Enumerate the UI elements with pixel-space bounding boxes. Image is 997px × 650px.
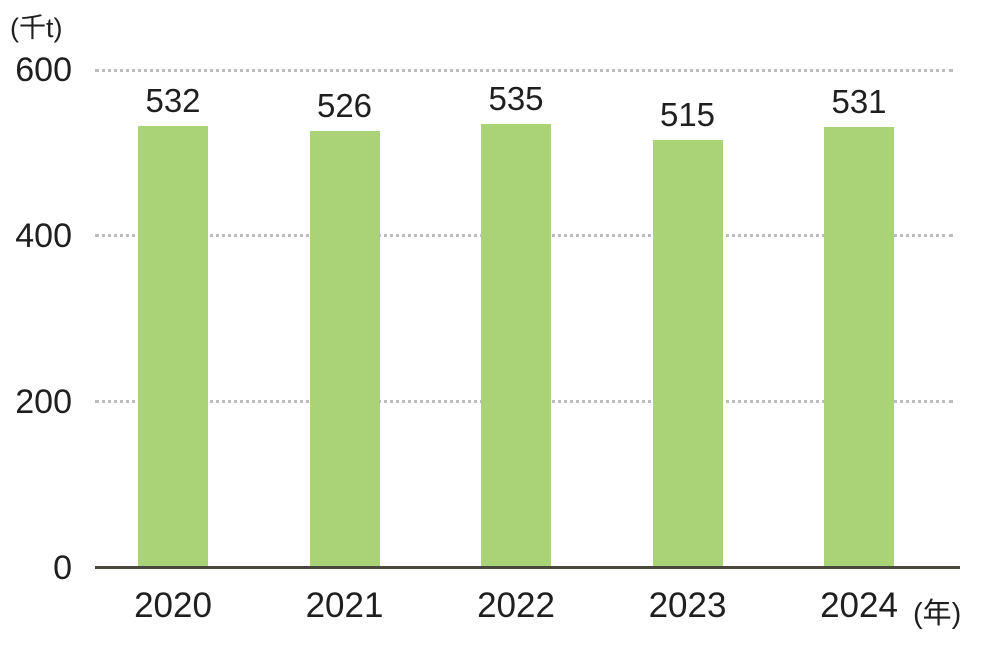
bar-2024 <box>824 127 894 566</box>
x-axis-unit-label: (年) <box>913 598 962 630</box>
x-tick-label-2023: 2023 <box>648 586 727 625</box>
y-tick-label-200: 200 <box>15 382 72 421</box>
y-axis-unit-label: (千t) <box>10 13 63 43</box>
x-tick-label-2021: 2021 <box>305 586 384 625</box>
y-tick-label-0: 0 <box>53 548 72 587</box>
y-tick-label-600: 600 <box>15 51 72 89</box>
x-tick-label-2022: 2022 <box>477 586 555 625</box>
gridline-600 <box>95 68 953 72</box>
bar-2022 <box>481 123 551 566</box>
y-tick-label-400: 400 <box>15 216 72 255</box>
bar-value-label-2021: 526 <box>316 87 373 125</box>
bar-value-label-2024: 531 <box>831 83 887 121</box>
bar-value-label-2023: 515 <box>659 96 716 134</box>
bar-2023 <box>652 140 723 566</box>
bar-value-label-2020: 532 <box>145 82 201 120</box>
bar-value-label-2022: 535 <box>488 79 544 117</box>
x-tick-label-2024: 2024 <box>820 586 898 625</box>
x-tick-label-2020: 2020 <box>134 586 212 625</box>
bar-2020 <box>138 126 208 566</box>
bar-2021 <box>309 131 380 566</box>
x-axis-line <box>95 566 960 569</box>
